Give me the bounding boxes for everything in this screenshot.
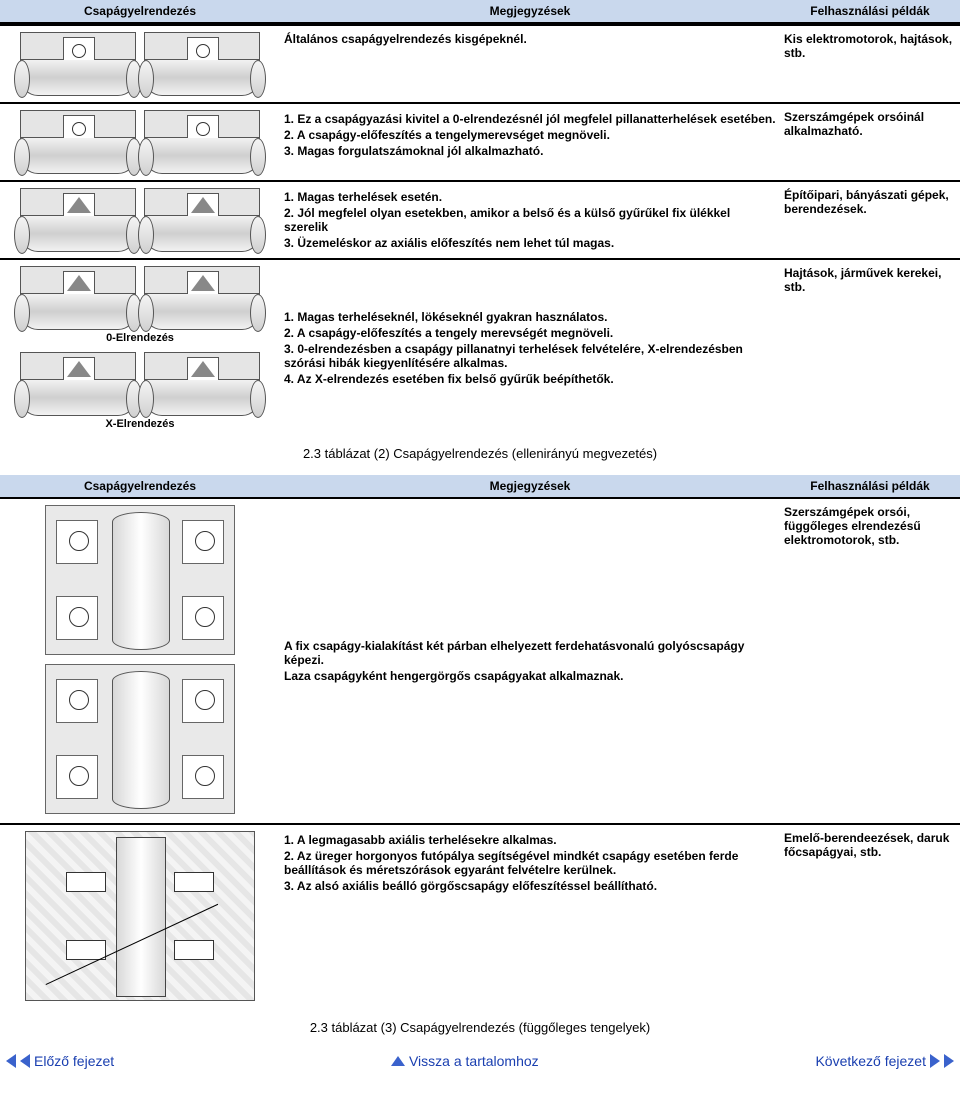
bearing-diagram [0, 104, 280, 180]
table1-h3: Felhasználási példák [780, 0, 960, 22]
table1-row: Általános csapágyelrendezés kisgépeknél.… [0, 25, 960, 102]
note-item: 1. Ez a csapágyazási kivitel a 0-elrende… [284, 112, 776, 126]
diag-label-top: 0-Elrendezés [4, 332, 276, 344]
note-item: 1. Magas terhelések esetén. [284, 190, 776, 204]
table1-header-row: Csapágyelrendezés Megjegyzések Felhaszná… [0, 0, 960, 22]
note-item: 3. Magas forgulatszámoknal jól alkalmazh… [284, 144, 776, 158]
note-list: 1. Magas terhelések esetén. 2. Jól megfe… [280, 182, 780, 258]
note-list: 1. A legmagasabb axiális terhelésekre al… [280, 825, 780, 1010]
note-list: A fix csapágy-kialakítást két párban elh… [280, 499, 780, 823]
table1-row: 1. Magas terhelések esetén. 2. Jól megfe… [0, 182, 960, 258]
chevron-right-icon [944, 1054, 954, 1068]
example-text: Emelő-berendeezések, daruk főcsapágyai, … [780, 825, 960, 1010]
example-text: Szerszámgépek orsóinál alkalmazható. [780, 104, 960, 180]
thrust-bearing-diagram [0, 825, 280, 1010]
vertical-bearing-diagram [0, 499, 280, 823]
diag-label-bottom: X-Elrendezés [4, 418, 276, 430]
table2-h2: Megjegyzések [280, 475, 780, 497]
bearing-diagram [0, 25, 280, 102]
table2-caption: 2.3 táblázat (3) Csapágyelrendezés (függ… [0, 1010, 960, 1049]
chevron-left-icon [6, 1054, 16, 1068]
toc-label: Vissza a tartalomhoz [409, 1053, 539, 1069]
table2-h3: Felhasználási példák [780, 475, 960, 497]
bearing-diagram-double: 0-Elrendezés X-Elrendezés [0, 260, 280, 436]
note-item: 4. Az X-elrendezés esetében fix belső gy… [284, 372, 776, 386]
table2-header-row: Csapágyelrendezés Megjegyzések Felhaszná… [0, 475, 960, 497]
example-text: Kis elektromotorok, hajtások, stb. [780, 25, 960, 102]
note-item: 2. A csapágy-előfeszítés a tengely merev… [284, 326, 776, 340]
chapter-nav: Előző fejezet Vissza a tartalomhoz Követ… [0, 1049, 960, 1075]
example-text: Építőipari, bányászati gépek, berendezés… [780, 182, 960, 258]
example-text: Hajtások, járművek kerekei, stb. [780, 260, 960, 436]
note-text: Általános csapágyelrendezés kisgépeknél. [280, 25, 780, 102]
bearing-table-2: Csapágyelrendezés Megjegyzések Felhaszná… [0, 475, 960, 1010]
prev-label: Előző fejezet [34, 1053, 114, 1069]
note-item: Laza csapágyként hengergörgős csapágyaka… [284, 669, 776, 683]
bearing-table-1: Csapágyelrendezés Megjegyzések Felhaszná… [0, 0, 960, 436]
chevron-left-icon [20, 1054, 30, 1068]
table1-row: 0-Elrendezés X-Elrendezés 1. Magas terhe… [0, 260, 960, 436]
note-item: 1. Magas terheléseknél, lökéseknél gyakr… [284, 310, 776, 324]
note-item: A fix csapágy-kialakítást két párban elh… [284, 639, 776, 667]
chevron-right-icon [930, 1054, 940, 1068]
note-list: 1. Ez a csapágyazási kivitel a 0-elrende… [280, 104, 780, 180]
next-chapter-link[interactable]: Következő fejezet [815, 1053, 954, 1069]
note-list: 1. Magas terheléseknél, lökéseknél gyakr… [280, 260, 780, 436]
table2-row: 1. A legmagasabb axiális terhelésekre al… [0, 825, 960, 1010]
table2-h1: Csapágyelrendezés [0, 475, 280, 497]
table2-row: A fix csapágy-kialakítást két párban elh… [0, 499, 960, 823]
example-text: Szerszámgépek orsói, függőleges elrendez… [780, 499, 960, 823]
table1-h2: Megjegyzések [280, 0, 780, 22]
table1-h1: Csapágyelrendezés [0, 0, 280, 22]
chevron-up-icon [391, 1056, 405, 1066]
next-label: Következő fejezet [815, 1053, 926, 1069]
note-item: 3. 0-elrendezésben a csapágy pillanatnyi… [284, 342, 776, 370]
table1-caption: 2.3 táblázat (2) Csapágyelrendezés (elle… [0, 436, 960, 475]
toc-link[interactable]: Vissza a tartalomhoz [391, 1053, 539, 1069]
note-item: 2. Jól megfelel olyan esetekben, amikor … [284, 206, 776, 234]
note-item: 2. A csapágy-előfeszítés a tengelymerevs… [284, 128, 776, 142]
note-item: 3. Az alsó axiális beálló görgőscsapágy … [284, 879, 776, 893]
prev-chapter-link[interactable]: Előző fejezet [6, 1053, 114, 1069]
bearing-diagram [0, 182, 280, 258]
note-item: 2. Az üreger horgonyos futópálya segítsé… [284, 849, 776, 877]
table1-row: 1. Ez a csapágyazási kivitel a 0-elrende… [0, 104, 960, 180]
note-item: 1. A legmagasabb axiális terhelésekre al… [284, 833, 776, 847]
note-item: 3. Üzemeléskor az axiális előfeszítés ne… [284, 236, 776, 250]
